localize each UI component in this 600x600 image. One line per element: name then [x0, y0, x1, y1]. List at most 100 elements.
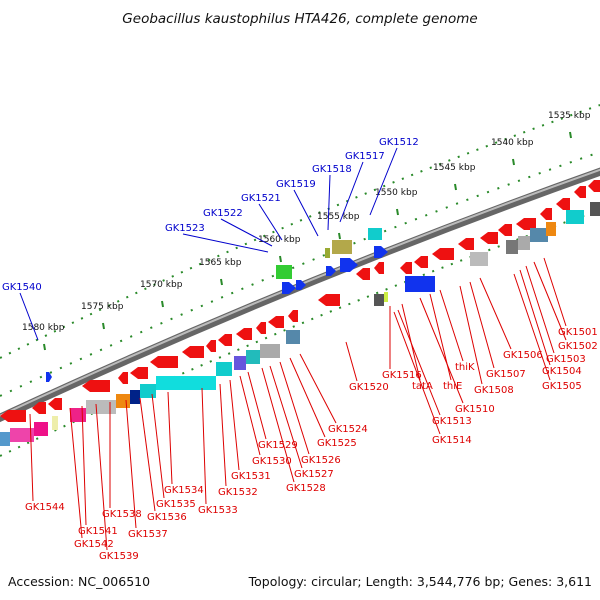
gene-arrow — [82, 380, 110, 392]
label-connector — [261, 367, 295, 483]
gene-arrow — [498, 224, 512, 236]
label-connector — [327, 174, 331, 231]
scale-label: 1535 kbp — [548, 111, 591, 121]
gene-label-reverse: GK1526 — [301, 455, 341, 466]
label-connector — [533, 261, 567, 341]
gene-arrow — [556, 198, 570, 210]
gene-block — [140, 384, 156, 398]
gene-label-reverse: GK1506 — [503, 350, 543, 361]
gene-arrow — [282, 282, 296, 294]
label-connector — [258, 203, 283, 241]
gene-arrow — [256, 322, 266, 334]
gene-block — [530, 228, 548, 242]
gene-arrow — [118, 372, 128, 384]
label-connector — [393, 311, 441, 435]
scale-tick — [512, 158, 515, 166]
label-connector — [201, 387, 207, 505]
label-connector — [279, 361, 310, 455]
gene-label-reverse: GK1533 — [198, 505, 238, 516]
gene-label-forward: GK1517 — [345, 151, 385, 162]
gene-arrow — [206, 340, 216, 352]
label-connector — [29, 413, 34, 502]
gene-label-reverse: thiK — [455, 362, 475, 373]
scale-label: 1550 kbp — [375, 188, 418, 198]
label-connector — [397, 309, 441, 416]
gene-arrow — [400, 262, 412, 274]
gene-label-forward: GK1512 — [379, 137, 419, 148]
label-connector — [459, 285, 483, 385]
scale-tick — [396, 208, 399, 216]
label-connector — [469, 281, 495, 369]
gene-label-reverse: thiE — [443, 381, 462, 392]
gene-block — [70, 408, 86, 422]
gene-arrow — [268, 316, 284, 328]
gene-block — [234, 356, 246, 370]
gene-arrow — [48, 398, 62, 410]
gene-arrow — [182, 346, 204, 358]
gene-block — [130, 390, 140, 404]
gene-label-reverse: GK1544 — [25, 502, 65, 513]
scale-labels: 1535 kbp 1540 kbp 1545 kbp 1550 kbp 1555 kbp… — [22, 111, 591, 333]
scale-label: 1545 kbp — [433, 163, 476, 173]
gene-label-reverse: GK1534 — [164, 485, 204, 496]
scale-tick — [338, 232, 341, 240]
gene-label-reverse: GK1537 — [128, 529, 168, 540]
gene-labels: GK1512 GK1517 GK1518 GK1519 GK1521 GK1522 GK15… — [2, 137, 598, 562]
gene-label-reverse: tatA — [412, 381, 433, 392]
gene-arrow — [588, 180, 600, 192]
gene-block — [34, 422, 48, 436]
gene-block — [246, 350, 260, 364]
topology-text: Topology: circular; Length: 3,544,776 bp… — [248, 574, 592, 589]
gene-arrow — [318, 294, 340, 306]
scale-tick — [454, 183, 457, 191]
label-connector — [151, 393, 165, 499]
label-connector — [525, 265, 555, 354]
accession-text: Accession: NC_006510 — [8, 574, 150, 589]
gene-arrow — [0, 410, 26, 422]
gene-arrow — [46, 372, 52, 382]
gene-label-forward: GK1523 — [165, 223, 205, 234]
label-connector — [81, 405, 87, 526]
gene-arrow — [458, 238, 474, 250]
gene-arrow — [374, 246, 388, 258]
gene-label-reverse: GK1535 — [156, 499, 196, 510]
label-connector — [289, 357, 326, 438]
gene-label-reverse: GK1501 — [558, 327, 598, 338]
gene-label-reverse: GK1516 — [382, 370, 422, 381]
label-connector — [345, 341, 358, 382]
gene-block — [374, 294, 384, 306]
gene-arrow — [130, 367, 148, 379]
gene-label-reverse: GK1502 — [558, 341, 598, 352]
gene-block — [506, 240, 518, 254]
gene-label-reverse: GK1536 — [147, 512, 187, 523]
gene-label-reverse: GK1507 — [486, 369, 526, 380]
gene-arrow — [374, 262, 384, 274]
label-connector — [69, 407, 83, 539]
gene-block — [470, 252, 488, 266]
gene-block — [566, 210, 584, 224]
gene-block — [0, 432, 10, 446]
gene-arrow — [432, 248, 454, 260]
scale-label: 1570 kbp — [140, 280, 183, 290]
gene-arrow — [480, 232, 498, 244]
gene-label-forward: GK1540 — [2, 282, 42, 293]
scale-label: 1560 kbp — [258, 235, 301, 245]
gene-block — [86, 400, 116, 414]
gene-label-forward: GK1521 — [241, 193, 281, 204]
gene-block — [10, 428, 34, 442]
gene-label-reverse: GK1513 — [432, 416, 472, 427]
gene-block — [325, 248, 330, 258]
label-connector — [220, 218, 273, 247]
gene-block — [590, 202, 600, 216]
gene-arrow — [574, 186, 586, 198]
gene-label-forward: GK1518 — [312, 164, 352, 175]
label-connector — [543, 257, 567, 327]
gene-block — [52, 416, 58, 430]
gene-label-reverse: GK1542 — [74, 539, 114, 550]
label-connector — [182, 233, 269, 253]
gene-label-reverse: GK1520 — [349, 382, 389, 393]
scale-tick — [569, 131, 572, 139]
scale-tick — [161, 300, 164, 308]
gene-arrow — [288, 310, 298, 322]
gene-arrow — [236, 328, 252, 340]
